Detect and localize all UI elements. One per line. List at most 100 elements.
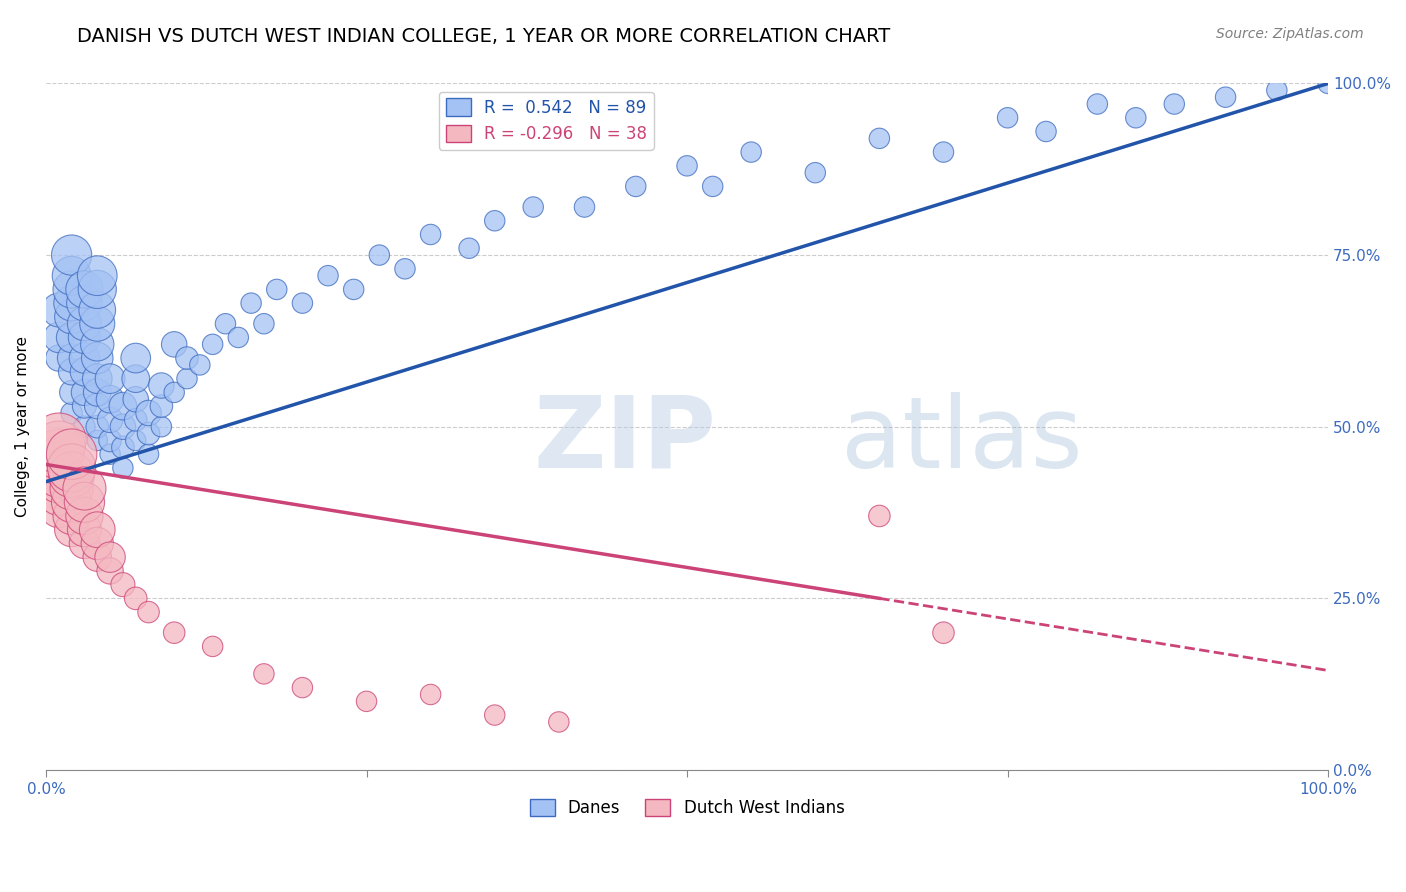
Point [48, 447, 70, 461]
Point [125, 351, 148, 365]
Point [111, 440, 134, 454]
Point [73, 495, 96, 509]
Point [98, 447, 121, 461]
Point [73, 330, 96, 344]
Point [997, 111, 1019, 125]
Point [547, 714, 569, 729]
Point [266, 282, 288, 296]
Point [73, 523, 96, 537]
Point [804, 166, 827, 180]
Point [111, 419, 134, 434]
Point [73, 399, 96, 413]
Point [150, 419, 173, 434]
Point [60, 268, 83, 283]
Point [73, 419, 96, 434]
Point [86, 268, 108, 283]
Point [1265, 83, 1288, 97]
Point [60, 282, 83, 296]
Point [60, 296, 83, 310]
Point [48, 330, 70, 344]
Point [201, 337, 224, 351]
Point [48, 467, 70, 482]
Point [316, 268, 339, 283]
Text: Source: ZipAtlas.com: Source: ZipAtlas.com [1216, 27, 1364, 41]
Point [48, 351, 70, 365]
Point [98, 372, 121, 386]
Point [73, 365, 96, 379]
Point [1085, 97, 1108, 112]
Point [125, 591, 148, 606]
Point [60, 385, 83, 400]
Point [176, 351, 198, 365]
Point [868, 131, 890, 145]
Point [291, 681, 314, 695]
Point [150, 399, 173, 413]
Point [60, 495, 83, 509]
Point [1215, 90, 1237, 104]
Point [226, 330, 249, 344]
Point [60, 508, 83, 523]
Point [60, 461, 83, 475]
Point [125, 372, 148, 386]
Point [98, 413, 121, 427]
Point [484, 213, 506, 227]
Point [60, 330, 83, 344]
Point [932, 145, 955, 160]
Point [111, 461, 134, 475]
Point [86, 317, 108, 331]
Point [48, 502, 70, 516]
Point [86, 536, 108, 550]
Point [60, 248, 83, 262]
Point [60, 447, 83, 461]
Point [1125, 111, 1147, 125]
Point [163, 625, 186, 640]
Point [60, 406, 83, 420]
Point [86, 399, 108, 413]
Point [574, 200, 596, 214]
Point [48, 454, 70, 468]
Point [60, 523, 83, 537]
Point [60, 482, 83, 496]
Point [138, 406, 160, 420]
Point [48, 488, 70, 502]
Point [676, 159, 699, 173]
Point [48, 434, 70, 448]
Point [48, 475, 70, 489]
Point [98, 434, 121, 448]
Point [932, 625, 955, 640]
Point [624, 179, 647, 194]
Text: DANISH VS DUTCH WEST INDIAN COLLEGE, 1 YEAR OR MORE CORRELATION CHART: DANISH VS DUTCH WEST INDIAN COLLEGE, 1 Y… [77, 27, 890, 45]
Point [522, 200, 544, 214]
Text: atlas: atlas [841, 392, 1083, 489]
Point [253, 666, 276, 681]
Point [48, 303, 70, 318]
Point [1317, 77, 1340, 91]
Point [48, 440, 70, 454]
Point [98, 550, 121, 565]
Point [1035, 124, 1057, 138]
Point [702, 179, 724, 194]
Point [86, 550, 108, 565]
Point [73, 508, 96, 523]
Point [73, 536, 96, 550]
Point [138, 605, 160, 619]
Point [419, 688, 441, 702]
Point [125, 392, 148, 407]
Point [188, 358, 211, 372]
Point [291, 296, 314, 310]
Point [1163, 97, 1185, 112]
Point [60, 351, 83, 365]
Point [86, 303, 108, 318]
Point [73, 385, 96, 400]
Point [394, 261, 416, 276]
Point [98, 564, 121, 578]
Point [60, 467, 83, 482]
Point [458, 241, 481, 255]
Point [86, 434, 108, 448]
Point [125, 413, 148, 427]
Point [125, 434, 148, 448]
Point [356, 694, 378, 708]
Point [86, 523, 108, 537]
Point [86, 385, 108, 400]
Point [214, 317, 236, 331]
